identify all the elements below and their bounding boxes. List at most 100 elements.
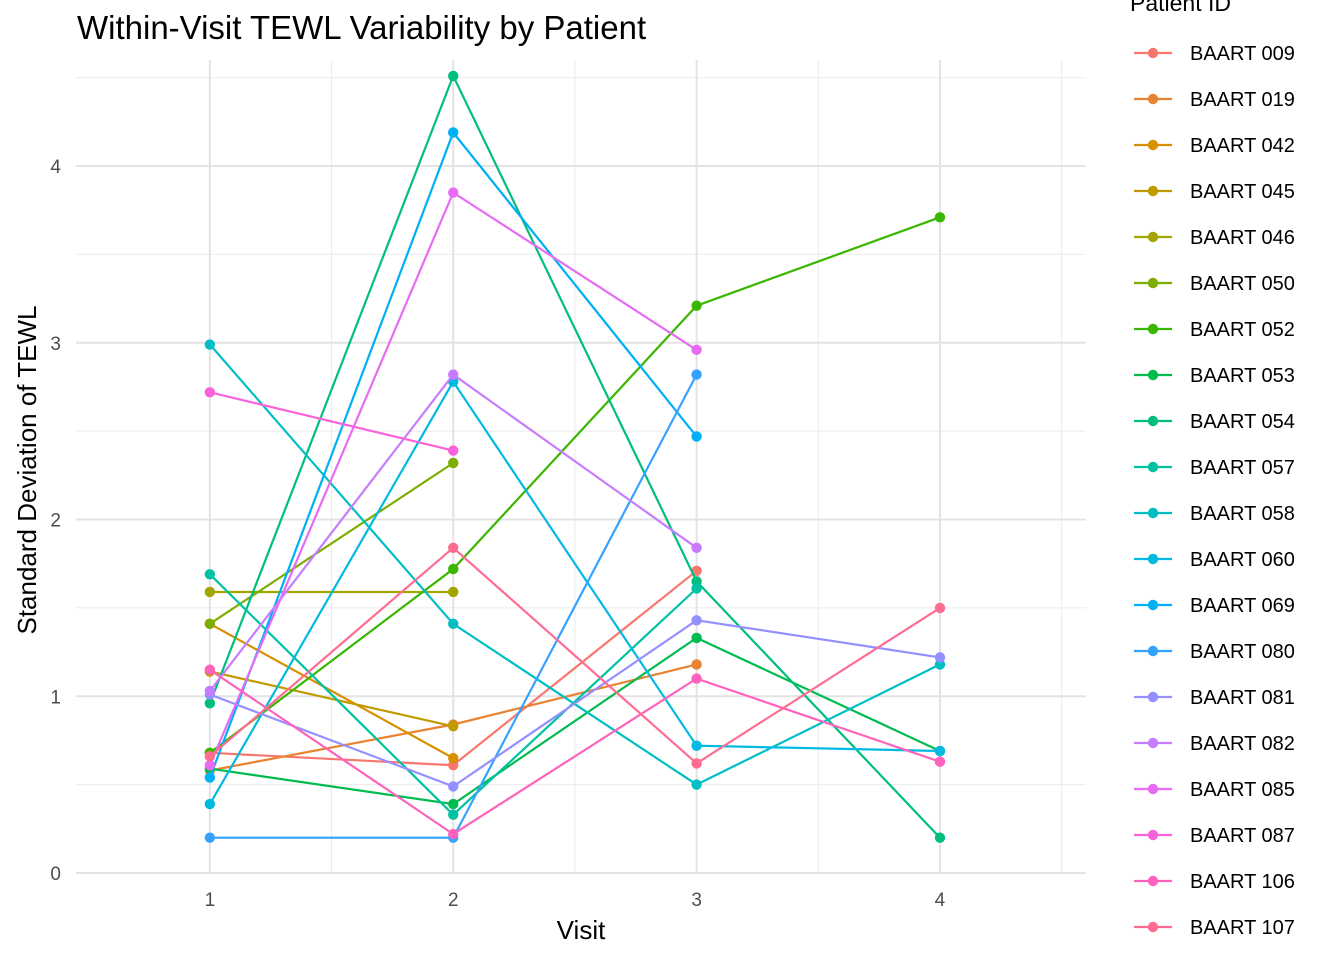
data-point [691,615,702,626]
legend-label: BAART 087 [1190,825,1295,847]
legend-key-point [1147,185,1159,197]
series-line [209,546,941,765]
data-point [934,745,946,757]
series-baart-085 [204,187,702,771]
legend-label: BAART 019 [1190,89,1295,111]
data-point [448,127,459,138]
legend-key-point [1147,783,1159,795]
data-point [204,751,216,762]
series-line [209,622,454,760]
data-point [448,618,459,629]
data-point [448,187,459,198]
y-tick-label: 0 [50,864,61,885]
data-point [934,602,946,614]
legend-label: BAART 045 [1190,181,1295,203]
data-point [448,445,459,456]
legend-label: BAART 069 [1190,595,1295,617]
series-baart-069 [204,127,702,783]
data-point [934,212,946,223]
series-line [209,619,941,788]
y-axis-title: Standard Deviation of TEWL [12,305,42,634]
legend-key-point [1147,645,1159,657]
y-tick-label: 4 [50,157,61,178]
legend-key-point [1147,47,1159,59]
y-tick-label: 1 [50,687,61,708]
legend-item: BAART 106 [1134,871,1295,893]
data-point [204,798,216,810]
legend-item: BAART 087 [1134,825,1295,847]
data-point [448,542,459,553]
legend-label: BAART 085 [1190,779,1295,801]
data-point [204,387,216,398]
series-baart-057 [204,569,702,820]
legend-item: BAART 069 [1134,595,1295,617]
legend-key-point [1147,93,1159,105]
data-point [204,586,216,598]
x-axis-ticks: 1 2 3 4 [205,890,946,911]
legend-label: BAART 058 [1190,503,1295,525]
data-point [691,369,702,380]
legend-item: BAART 052 [1134,319,1295,341]
data-point [448,781,459,792]
data-point [448,809,459,820]
series-baart-081 [204,615,946,792]
legend-key-point [1147,553,1159,565]
legend-label: BAART 107 [1190,917,1295,939]
legend-key-point [1147,461,1159,473]
data-point [691,673,702,684]
series-line [209,670,454,728]
legend-key-point [1147,369,1159,381]
legend-label: BAART 050 [1190,273,1295,295]
chart-title: Within-Visit TEWL Variability by Patient [77,9,646,46]
legend-key-point [1147,277,1159,289]
legend-key-point [1147,921,1159,933]
legend-label: BAART 054 [1190,411,1295,433]
data-point [448,798,459,810]
data-point [691,632,702,644]
data-point [204,759,216,771]
series-line [208,379,941,805]
data-point [448,721,459,732]
data-point [691,565,702,576]
data-point [691,779,702,790]
x-tick-label: 2 [448,890,459,911]
legend-item: BAART 058 [1134,503,1295,525]
legend-key-point [1147,507,1159,519]
data-point [934,756,946,767]
legend-key-point [1147,737,1159,749]
data-point [691,542,702,553]
data-point [691,740,702,751]
x-axis-title: Visit [557,915,606,945]
legend-label: BAART 082 [1190,733,1295,755]
data-point [204,339,216,350]
legend-item: BAART 107 [1134,917,1295,939]
series-line [209,668,941,836]
data-point [448,457,459,469]
legend-key-point [1147,875,1159,887]
data-point [204,618,216,629]
legend-key-point [1147,415,1159,427]
legend-label: BAART 052 [1190,319,1295,341]
legend-item: BAART 054 [1134,411,1295,433]
data-point [204,698,216,709]
legend-label: BAART 009 [1190,43,1295,65]
legend-item: BAART 081 [1134,687,1295,709]
data-point [691,431,702,442]
legend-label: BAART 060 [1190,549,1295,571]
data-point [691,344,702,356]
data-point [448,586,459,598]
legend-item: BAART 009 [1134,43,1295,65]
data-point [691,758,702,769]
legend-label: BAART 080 [1190,641,1295,663]
legend-key-point [1147,323,1159,335]
legend-label: BAART 053 [1190,365,1295,387]
legend-item: BAART 060 [1134,549,1295,571]
x-tick-label: 4 [935,890,946,911]
plot-series [204,70,946,843]
data-point [934,652,946,663]
legend-item: BAART 042 [1134,135,1295,157]
legend-label: BAART 081 [1190,687,1295,709]
legend-item: BAART 053 [1134,365,1295,387]
